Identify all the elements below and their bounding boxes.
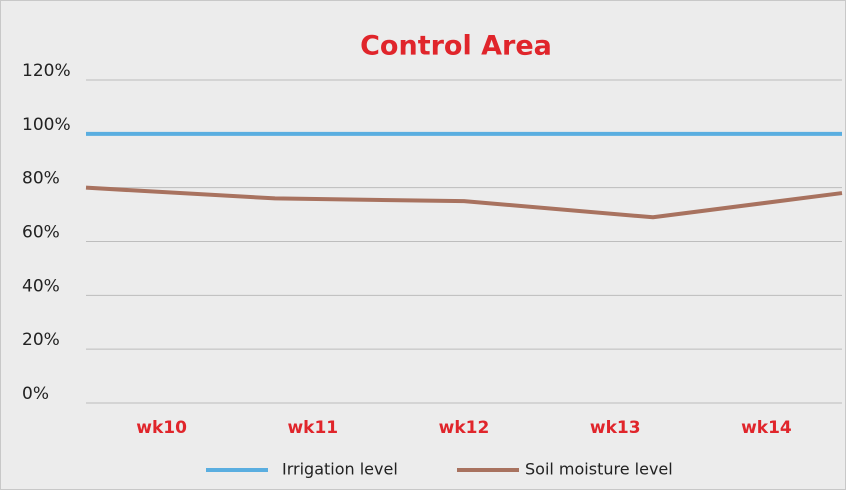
x-tick-label: wk13 xyxy=(590,418,641,438)
y-tick-label: 100% xyxy=(22,115,71,135)
legend-label: Irrigation level xyxy=(282,460,398,479)
legend-label: Soil moisture level xyxy=(525,460,673,479)
series-line xyxy=(85,185,843,220)
x-tick-label: wk10 xyxy=(136,418,187,438)
y-tick-label: 20% xyxy=(22,330,60,350)
y-tick-label: 60% xyxy=(22,223,60,243)
y-tick-label: 0% xyxy=(22,384,49,404)
x-tick-label: wk11 xyxy=(287,418,338,438)
x-tick-label: wk12 xyxy=(439,418,490,438)
y-tick-label: 40% xyxy=(22,276,60,296)
x-tick-label: wk14 xyxy=(741,418,792,438)
chart-title: Control Area xyxy=(360,31,552,62)
y-tick-label: 80% xyxy=(22,169,60,189)
y-tick-label: 120% xyxy=(22,61,71,81)
